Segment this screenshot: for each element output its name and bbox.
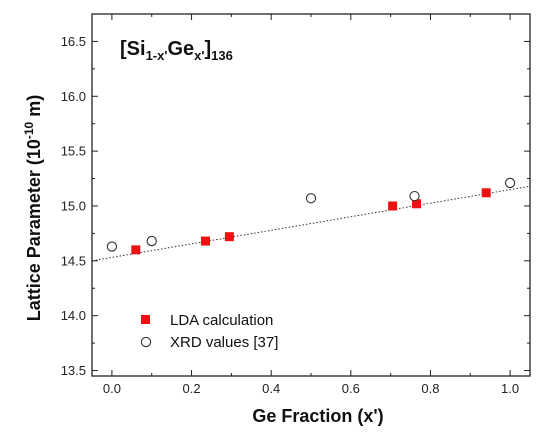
legend-label-xrd: XRD values [37]	[170, 334, 278, 351]
y-tick-label: 14.0	[61, 308, 86, 323]
x-axis-title: Ge Fraction (x')	[252, 406, 383, 426]
fit-line	[91, 185, 531, 262]
y-axis-title-exponent: -10	[22, 121, 36, 139]
y-tick-label: 16.0	[61, 89, 86, 104]
x-tick-label: 0.4	[262, 381, 280, 396]
legend-label-lda: LDA calculation	[170, 312, 273, 329]
x-tick-label: 0.0	[103, 381, 121, 396]
x-tick-label: 0.6	[342, 381, 360, 396]
y-axis-title-unit: m)	[24, 95, 44, 122]
legend-marker-lda	[141, 315, 150, 324]
xrd-point	[504, 177, 516, 189]
lda-point	[481, 188, 491, 198]
data-points	[106, 177, 516, 255]
y-axis-title: Lattice Parameter (10-10 m)	[22, 95, 44, 321]
x-tick-label: 1.0	[501, 381, 519, 396]
y-tick-label: 14.5	[61, 253, 86, 268]
x-tick-label: 0.2	[183, 381, 201, 396]
xrd-point	[106, 241, 118, 252]
y-tick-label: 15.0	[61, 198, 86, 213]
lda-point	[412, 199, 422, 209]
y-tick-label: 15.5	[61, 144, 86, 159]
xrd-point	[146, 235, 157, 247]
composition-annotation: [Si1-x'Gex']136	[120, 38, 233, 63]
axis-ticks: 0.0 0.2 0.4 0.6 0.8 1.0 13.5 14.0 14.5 15.0 15.5 16…	[61, 14, 530, 396]
x-tick-label: 0.8	[421, 381, 439, 396]
lda-point	[224, 232, 234, 242]
xrd-point	[409, 190, 420, 202]
y-tick-label: 16.5	[61, 34, 86, 49]
fit-line-group	[91, 185, 531, 262]
y-axis-title-main: Lattice Parameter (10	[24, 139, 44, 321]
lda-point	[131, 245, 141, 255]
legend-marker-xrd	[140, 336, 152, 348]
lda-point	[200, 236, 210, 246]
lda-point	[388, 201, 398, 211]
xrd-point	[305, 193, 317, 204]
y-tick-label: 13.5	[61, 363, 86, 378]
legend: LDA calculation XRD values [37]	[140, 312, 278, 351]
